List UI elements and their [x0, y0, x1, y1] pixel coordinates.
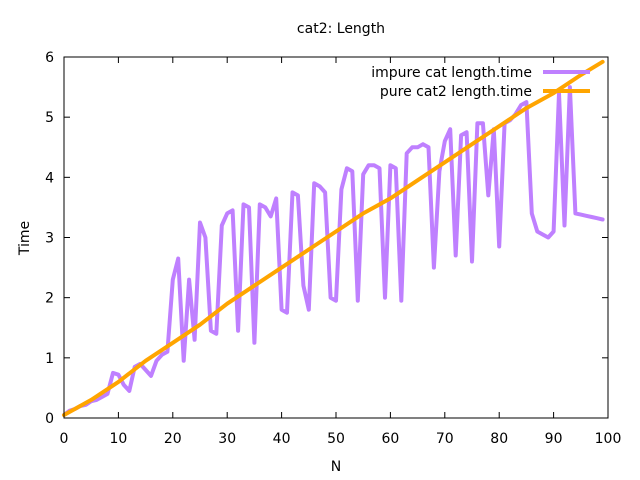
- y-tick-label: 2: [45, 291, 54, 307]
- x-tick-label: 80: [490, 431, 508, 447]
- chart-title: cat2: Length: [297, 21, 385, 37]
- x-tick-label: 40: [273, 431, 291, 447]
- y-tick-label: 4: [45, 170, 54, 186]
- y-tick-label: 1: [45, 351, 54, 367]
- legend-label-1: pure cat2 length.time: [380, 84, 532, 100]
- legend-label-0: impure cat length.time: [371, 65, 532, 81]
- axes-layer: 0 10 20 30 40 50 60 70 80 90 100 0 1 2 3 4 5 6: [45, 50, 621, 447]
- x-tick-label: 0: [60, 431, 69, 447]
- legend: impure cat length.time pure cat2 length.t…: [371, 65, 590, 100]
- x-tick-label: 20: [164, 431, 182, 447]
- y-tick-label: 0: [45, 411, 54, 427]
- x-tick-label: 30: [218, 431, 236, 447]
- x-tick-label: 100: [595, 431, 622, 447]
- x-tick-label: 60: [381, 431, 399, 447]
- y-axis-label: Time: [17, 221, 33, 256]
- series-line-0: [62, 85, 605, 417]
- x-tick-label: 90: [545, 431, 563, 447]
- y-tick-label: 3: [45, 231, 54, 247]
- x-tick-label: 70: [436, 431, 454, 447]
- x-axis-label: N: [331, 459, 341, 475]
- y-tick-label: 6: [45, 50, 54, 66]
- y-tick-label: 5: [45, 110, 54, 126]
- series-layer: [62, 59, 605, 417]
- series-line-1: [62, 59, 605, 417]
- x-tick-label: 50: [327, 431, 345, 447]
- x-tick-label: 10: [109, 431, 127, 447]
